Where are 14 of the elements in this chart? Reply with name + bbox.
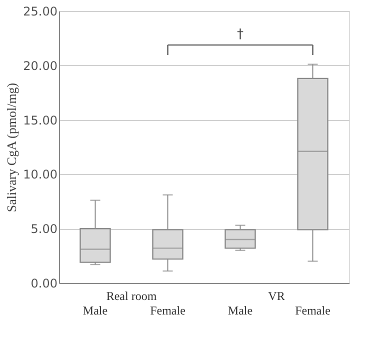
x-tick-label: Female	[150, 304, 186, 318]
y-tick-label: 20.00	[23, 58, 58, 73]
y-tick-label: 5.00	[30, 222, 58, 236]
y-tick-label: 15.00	[23, 113, 58, 128]
y-axis-title: Salivary CgA (pmol/mg)	[4, 82, 20, 212]
y-tick-label: 0.00	[30, 276, 58, 290]
text: Real room	[106, 289, 158, 303]
text: VR	[268, 289, 285, 303]
y-tick-label: 25.00	[23, 4, 58, 18]
y-tick-label: 10.00	[23, 168, 58, 182]
x-tick-label: Male	[82, 304, 108, 318]
annotation: †	[237, 27, 244, 42]
x-tick-label: Female	[295, 304, 330, 318]
x-tick-label: Male	[228, 304, 253, 318]
